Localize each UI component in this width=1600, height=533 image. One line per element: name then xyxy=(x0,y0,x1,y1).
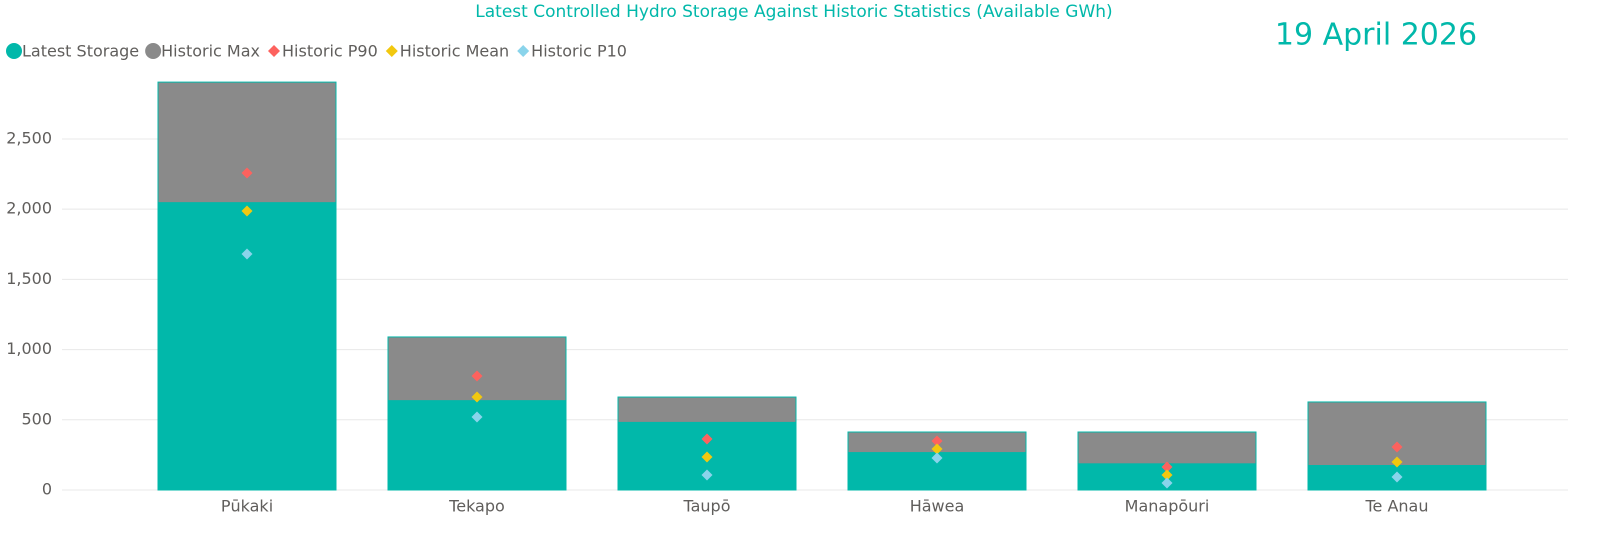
legend-marker xyxy=(6,43,22,59)
legend-marker xyxy=(268,45,280,57)
marker xyxy=(471,411,483,423)
x-tick-label: Tekapo xyxy=(448,497,505,516)
marker xyxy=(1391,456,1403,468)
date-annotation: 19 April 2026 xyxy=(1275,18,1477,53)
marker xyxy=(241,248,253,260)
marker xyxy=(241,167,253,179)
chart-title: Latest Controlled Hydro Storage Against … xyxy=(475,2,1112,22)
marker xyxy=(701,433,713,445)
legend-marker xyxy=(517,45,530,57)
marker xyxy=(1161,461,1173,473)
marker xyxy=(241,205,253,217)
marker xyxy=(1161,477,1173,489)
legend-marker xyxy=(145,43,162,59)
x-tick-label: Hāwea xyxy=(910,497,965,516)
x-tick-label: Taupō xyxy=(682,497,730,516)
y-tick-label: 2,500 xyxy=(6,128,52,147)
marker xyxy=(701,469,713,481)
x-tick-label: Manapōuri xyxy=(1125,497,1210,516)
x-tick-label: Pūkaki xyxy=(221,497,273,516)
legend-marker xyxy=(385,45,398,57)
marker xyxy=(1391,441,1403,453)
marker xyxy=(931,435,943,447)
marker xyxy=(1391,471,1403,483)
marker xyxy=(931,452,943,464)
marker xyxy=(1161,469,1173,481)
bar xyxy=(158,202,336,490)
y-tick-label: 500 xyxy=(21,409,52,428)
marker xyxy=(931,443,943,455)
legend-label: Latest Storage xyxy=(22,42,139,61)
legend-label: Historic P10 xyxy=(531,42,627,61)
y-tick-label: 0 xyxy=(42,480,52,499)
y-tick-label: 1,500 xyxy=(6,269,52,288)
legend-label: Historic Max xyxy=(161,42,260,61)
marker xyxy=(471,370,483,382)
marker xyxy=(701,451,713,463)
marker xyxy=(471,391,483,403)
legend-label: Historic Mean xyxy=(400,42,509,61)
legend-label: Historic P90 xyxy=(282,42,378,61)
x-tick-label: Te Anau xyxy=(1364,497,1428,516)
y-tick-label: 2,000 xyxy=(6,199,52,218)
y-tick-label: 1,000 xyxy=(6,339,52,358)
